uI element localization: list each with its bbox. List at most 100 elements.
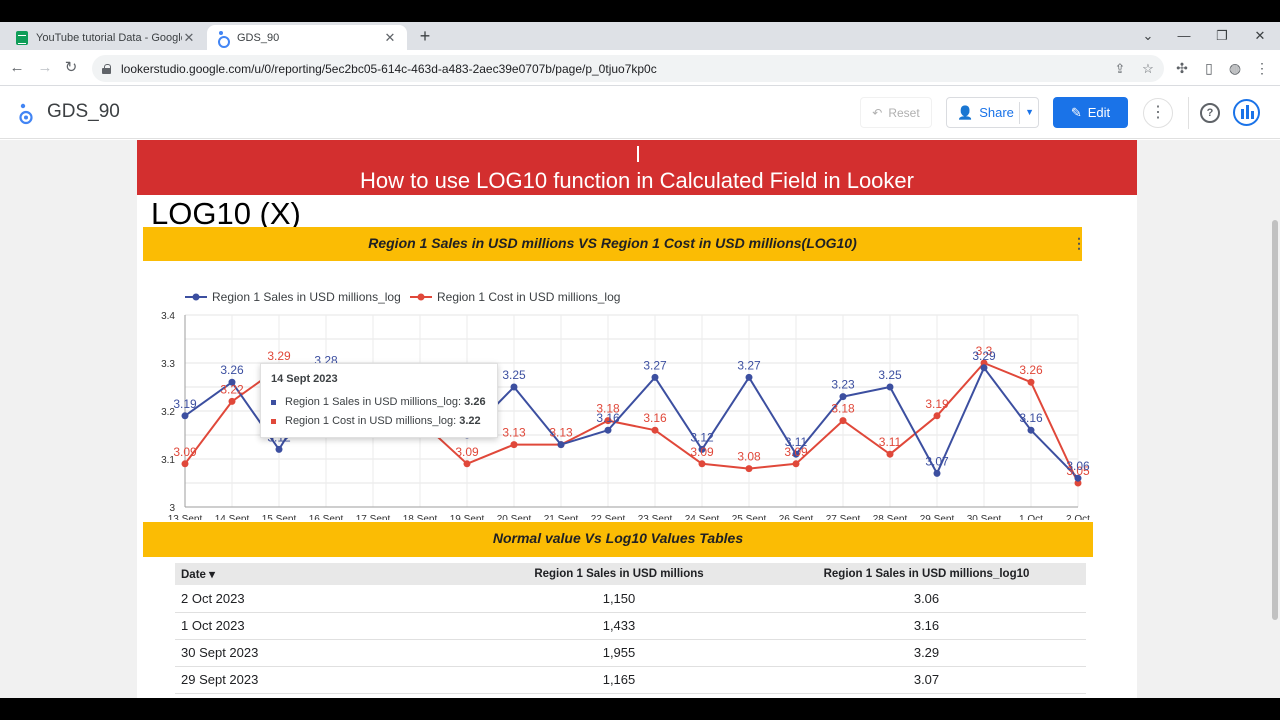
chart-header[interactable]: Region 1 Sales in USD millions VS Region… xyxy=(143,227,1086,261)
table-header[interactable]: Normal value Vs Log10 Values Tables xyxy=(143,522,1093,557)
cell-sales-log10: 3.16 xyxy=(767,612,1086,640)
more-options-icon[interactable]: ⋮ xyxy=(1143,98,1173,128)
data-label: 3.09 xyxy=(784,445,808,459)
data-label: 3.13 xyxy=(549,426,573,440)
close-window-icon[interactable]: ✕ xyxy=(1254,28,1266,43)
account-avatar[interactable] xyxy=(1233,99,1260,126)
column-header-sales[interactable]: Region 1 Sales in USD millions xyxy=(471,563,767,585)
forward-icon[interactable]: → xyxy=(37,59,53,76)
header-divider xyxy=(1188,97,1189,129)
data-label: 3.26 xyxy=(1019,363,1043,377)
data-point xyxy=(1074,474,1082,482)
x-tick-label: 25 Sept xyxy=(732,514,767,520)
back-icon[interactable]: ← xyxy=(9,59,25,76)
tab-google-sheets[interactable]: YouTube tutorial Data - Google ✕ xyxy=(6,25,206,50)
edit-label: Edit xyxy=(1087,105,1111,120)
x-tick-label: 20 Sept xyxy=(497,514,532,520)
data-label: 3.06 xyxy=(1066,459,1090,473)
scrollbar-thumb[interactable] xyxy=(1272,220,1278,620)
cell-sales: 1,433 xyxy=(471,612,767,640)
y-tick-label: 3.4 xyxy=(161,311,175,322)
data-label: 3.16 xyxy=(1019,411,1043,425)
browser-menu-icon[interactable]: ⋮ xyxy=(1255,60,1269,76)
data-label: 3.27 xyxy=(737,358,761,372)
close-tab-icon[interactable]: ✕ xyxy=(384,29,396,45)
data-point xyxy=(839,417,847,425)
tab-search-icon[interactable]: ⌄ xyxy=(1142,28,1154,43)
table-row[interactable]: 2 Oct 2023 1,150 3.06 xyxy=(175,585,1086,613)
x-tick-label: 14 Sept xyxy=(215,514,250,520)
share-dropdown-icon[interactable]: ▼ xyxy=(1025,107,1034,117)
table-row[interactable]: 30 Sept 2023 1,955 3.29 xyxy=(175,639,1086,667)
tooltip-label: Region 1 Sales in USD millions_log: xyxy=(285,396,462,408)
data-label: 3.12 xyxy=(690,430,714,444)
data-table[interactable]: Date ▾ Region 1 Sales in USD millions Re… xyxy=(175,563,1086,694)
log10-heading[interactable]: LOG10 (X) xyxy=(151,196,301,231)
data-label: 3.19 xyxy=(925,397,949,411)
chart-menu-icon[interactable]: ⋮ xyxy=(1072,235,1086,251)
reset-button[interactable]: ↶ Reset xyxy=(860,97,932,128)
data-label: 3.27 xyxy=(643,358,667,372)
banner: How to use LOG10 function in Calculated … xyxy=(137,140,1137,195)
data-label: 3.16 xyxy=(643,411,667,425)
data-point xyxy=(557,441,565,449)
sheets-icon xyxy=(16,30,28,45)
new-tab-button[interactable]: + xyxy=(419,26,431,46)
restore-icon[interactable]: ❐ xyxy=(1216,28,1228,43)
share-page-icon[interactable]: ⇪ xyxy=(1114,61,1126,76)
looker-studio-icon xyxy=(217,30,230,48)
data-point xyxy=(604,426,612,434)
chart-header-text: Region 1 Sales in USD millions VS Region… xyxy=(368,235,857,251)
side-panel-icon[interactable]: ▯ xyxy=(1205,60,1213,76)
browser-window: YouTube tutorial Data - Google ✕ GDS_90 … xyxy=(0,22,1280,698)
column-header-sales-log10[interactable]: Region 1 Sales in USD millions_log10 xyxy=(767,563,1086,585)
reset-label: Reset xyxy=(888,105,920,120)
tab-title: GDS_90 xyxy=(237,31,280,44)
data-point xyxy=(181,460,189,468)
y-tick-label: 3.1 xyxy=(161,455,175,466)
chart-tooltip: 14 Sept 2023 Region 1 Sales in USD milli… xyxy=(260,363,498,438)
cell-date: 1 Oct 2023 xyxy=(175,612,471,640)
column-header-date[interactable]: Date ▾ xyxy=(175,563,471,585)
tab-strip: YouTube tutorial Data - Google ✕ GDS_90 … xyxy=(0,22,1280,50)
y-tick-label: 3.2 xyxy=(161,407,175,418)
bookmark-star-icon[interactable]: ☆ xyxy=(1142,61,1154,76)
report-header: GDS_90 ↶ Reset 👤 Share ▼ ✎ Edit ⋮ ? xyxy=(0,87,1280,139)
address-bar[interactable]: lookerstudio.google.com/u/0/reporting/5e… xyxy=(92,55,1164,82)
x-tick-label: 1 Oct xyxy=(1019,514,1043,520)
cell-sales-log10: 3.06 xyxy=(767,585,1086,613)
edit-button[interactable]: ✎ Edit xyxy=(1053,97,1128,128)
table-row[interactable]: 29 Sept 2023 1,165 3.07 xyxy=(175,666,1086,694)
share-label: Share xyxy=(979,105,1014,120)
browser-toolbar: ← → ↻ lookerstudio.google.com/u/0/report… xyxy=(0,50,1280,86)
table-row[interactable]: 1 Oct 2023 1,433 3.16 xyxy=(175,612,1086,640)
cell-sales-log10: 3.29 xyxy=(767,639,1086,667)
data-label: 3.19 xyxy=(173,397,197,411)
tab-looker-report[interactable]: GDS_90 ✕ xyxy=(207,25,407,50)
x-tick-label: 30 Sept xyxy=(967,514,1002,520)
data-point xyxy=(510,441,518,449)
report-canvas: How to use LOG10 function in Calculated … xyxy=(0,140,1280,698)
data-point xyxy=(1027,378,1035,386)
y-tick-label: 3 xyxy=(169,503,175,514)
data-label: 3.18 xyxy=(831,402,855,416)
data-label: 3.18 xyxy=(596,402,620,416)
data-point xyxy=(980,364,988,372)
x-tick-label: 15 Sept xyxy=(262,514,297,520)
data-label: 3.08 xyxy=(737,450,761,464)
legend-marker xyxy=(417,293,425,301)
help-icon[interactable]: ? xyxy=(1200,103,1220,123)
banner-title[interactable]: How to use LOG10 function in Calculated … xyxy=(360,168,914,193)
share-button[interactable]: 👤 Share ▼ xyxy=(946,97,1039,128)
reload-icon[interactable]: ↻ xyxy=(64,59,78,76)
data-label: 3.13 xyxy=(502,426,526,440)
profile-icon[interactable]: ◍ xyxy=(1228,60,1242,76)
lock-icon xyxy=(102,63,111,74)
data-label: 3.09 xyxy=(690,445,714,459)
close-tab-icon[interactable]: ✕ xyxy=(183,29,195,45)
extensions-icon[interactable]: ✣ xyxy=(1176,60,1188,76)
minimize-icon[interactable]: — xyxy=(1177,28,1191,43)
x-tick-label: 16 Sept xyxy=(309,514,344,520)
url-text: lookerstudio.google.com/u/0/reporting/5e… xyxy=(121,61,657,76)
report-title[interactable]: GDS_90 xyxy=(47,101,120,122)
